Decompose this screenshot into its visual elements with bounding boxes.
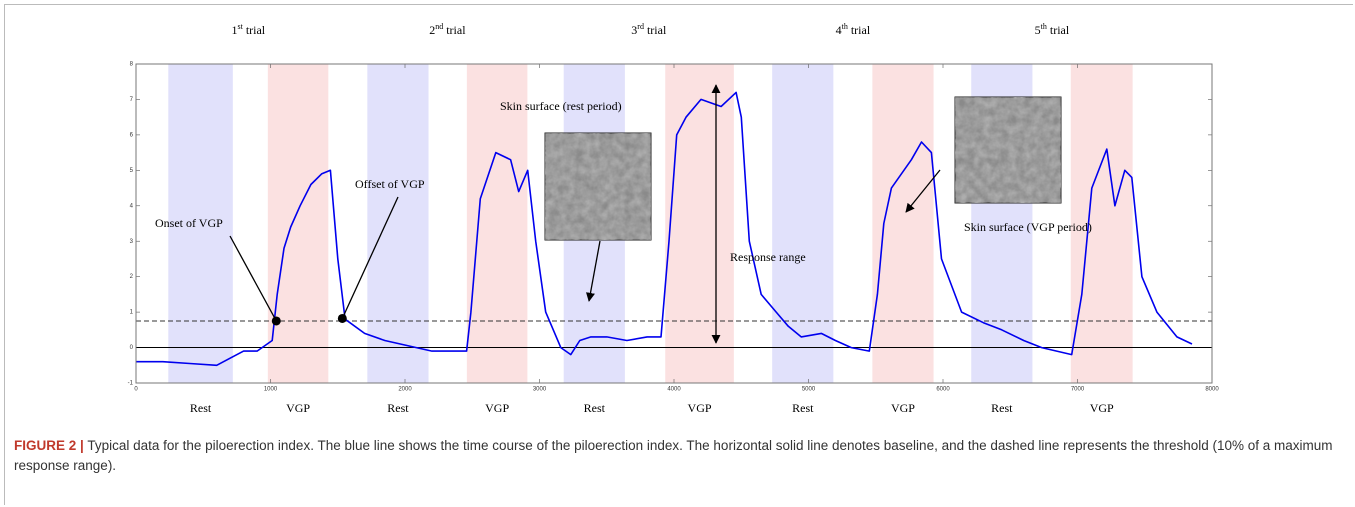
trial-word: trial bbox=[246, 23, 266, 37]
trial-suffix: th bbox=[1041, 22, 1047, 31]
period-label: VGP bbox=[688, 401, 712, 415]
y-tick-label: 3 bbox=[130, 239, 134, 245]
y-tick-label: 8 bbox=[130, 62, 134, 68]
period-label: Rest bbox=[387, 401, 409, 415]
trial-word: trial bbox=[446, 23, 466, 37]
trial-suffix: th bbox=[842, 22, 848, 31]
period-band bbox=[267, 64, 329, 383]
trial-suffix: nd bbox=[435, 22, 443, 31]
y-tick-label: 2 bbox=[130, 274, 134, 280]
annotation: Response range bbox=[730, 250, 806, 264]
trial-label: 3rd trial bbox=[631, 22, 667, 37]
x-tick-label: 0 bbox=[134, 387, 138, 393]
pointer bbox=[341, 196, 399, 319]
y-tick-label: 5 bbox=[130, 168, 134, 174]
trial-word: trial bbox=[647, 23, 667, 37]
skin-texture bbox=[545, 133, 651, 240]
y-tick-label: 6 bbox=[130, 132, 134, 138]
y-tick-label: 0 bbox=[130, 345, 134, 351]
trial-number: 1 bbox=[231, 23, 237, 37]
trial-number: 4 bbox=[836, 23, 842, 37]
plot-frame bbox=[135, 63, 1213, 384]
trial-label: 1st trial bbox=[231, 22, 265, 37]
pointer bbox=[229, 235, 277, 322]
trial-word: trial bbox=[1050, 23, 1070, 37]
period-band bbox=[168, 64, 233, 383]
x-tick-label: 7000 bbox=[1071, 387, 1085, 393]
period-label: VGP bbox=[286, 401, 310, 415]
annotation: Skin surface (VGP period) bbox=[964, 220, 1092, 234]
y-tick-label: 4 bbox=[130, 203, 134, 209]
trial-label: 2nd trial bbox=[429, 22, 466, 37]
trial-label: 4th trial bbox=[836, 22, 871, 37]
period-label: Rest bbox=[584, 401, 606, 415]
x-tick-label: 5000 bbox=[802, 387, 816, 393]
x-tick-label: 6000 bbox=[936, 387, 950, 393]
x-tick-label: 3000 bbox=[533, 387, 547, 393]
period-band bbox=[665, 64, 734, 383]
y-tick-label: 1 bbox=[130, 310, 134, 316]
threshold-crossing bbox=[337, 313, 347, 323]
caption-label: FIGURE 2 | bbox=[14, 438, 84, 453]
threshold-crossing bbox=[271, 316, 281, 326]
annotation: Skin surface (rest period) bbox=[500, 99, 622, 113]
period-band bbox=[1070, 64, 1133, 383]
y-tick-label: 7 bbox=[130, 97, 134, 103]
arrow bbox=[905, 169, 941, 213]
arrow bbox=[586, 240, 601, 302]
trial-word: trial bbox=[851, 23, 871, 37]
period-label: Rest bbox=[991, 401, 1013, 415]
annotation: Onset of VGP bbox=[155, 216, 223, 230]
caption: FIGURE 2 | Typical data for the piloerec… bbox=[14, 436, 1334, 476]
trial-number: 3 bbox=[631, 23, 637, 37]
period-band bbox=[772, 64, 834, 383]
period-band bbox=[367, 64, 429, 383]
period-label: VGP bbox=[1090, 401, 1114, 415]
period-label: Rest bbox=[792, 401, 814, 415]
trial-label: 5th trial bbox=[1035, 22, 1070, 37]
x-tick-label: 1000 bbox=[264, 387, 278, 393]
trial-number: 5 bbox=[1035, 23, 1041, 37]
x-tick-label: 4000 bbox=[667, 387, 681, 393]
figure-frame bbox=[4, 4, 1353, 505]
period-label: VGP bbox=[891, 401, 915, 415]
period-label: VGP bbox=[485, 401, 509, 415]
trial-suffix: st bbox=[237, 22, 243, 31]
skin-texture bbox=[955, 97, 1061, 203]
period-band bbox=[466, 64, 528, 383]
caption-text: Typical data for the piloerection index.… bbox=[14, 438, 1333, 473]
annotation: Offset of VGP bbox=[355, 177, 425, 191]
x-tick-label: 2000 bbox=[398, 387, 412, 393]
y-tick-label: -1 bbox=[128, 381, 134, 387]
piloerection-line bbox=[136, 91, 1193, 367]
period-band bbox=[872, 64, 934, 383]
trial-number: 2 bbox=[429, 23, 435, 37]
trial-suffix: rd bbox=[637, 22, 644, 31]
x-tick-label: 8000 bbox=[1205, 387, 1219, 393]
period-label: Rest bbox=[190, 401, 212, 415]
